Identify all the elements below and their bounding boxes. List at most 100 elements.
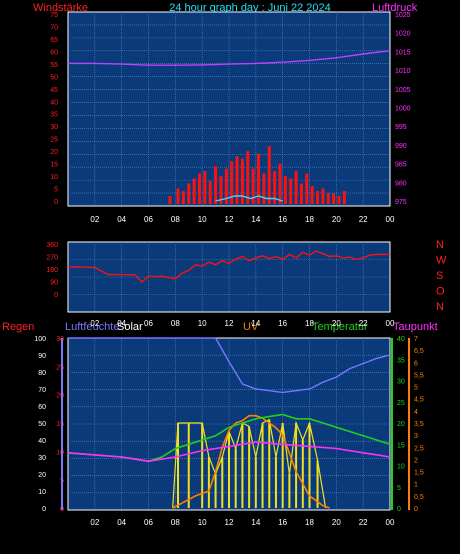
wind-bar — [208, 181, 212, 204]
temp-tick: 0 — [397, 506, 401, 513]
wind-bar — [316, 191, 320, 204]
humidity-line — [68, 337, 391, 394]
rain-tick: 25 — [56, 364, 64, 371]
solar-bar — [221, 457, 224, 508]
p1-left-tick: 75 — [50, 12, 58, 19]
compass-label: W — [436, 255, 447, 267]
wind-bar — [230, 161, 234, 204]
solar-bar — [301, 440, 304, 508]
humidity-tick: 100 — [34, 336, 46, 343]
p3-x-tick: 06 — [144, 518, 153, 527]
p1-right-tick: 1010 — [395, 68, 411, 75]
luftfeuchte-label: Luftfeuchte — [65, 321, 119, 333]
uv-tick: 4 — [414, 409, 418, 416]
p2-left-tick: 360 — [46, 242, 58, 249]
temp-tick: 20 — [397, 421, 405, 428]
solar-bar — [254, 457, 257, 508]
p1-left-tick: 70 — [50, 24, 58, 31]
wind-bar — [321, 188, 325, 204]
temperatur-label: Temperatur — [312, 321, 368, 333]
uv-tick: 6,5 — [414, 348, 424, 355]
p1-x-tick: 10 — [198, 215, 207, 224]
temp-tick: 10 — [397, 464, 405, 471]
wind-bar — [235, 156, 239, 204]
solar-bar — [281, 423, 284, 508]
wind-bar — [273, 171, 277, 204]
uv-tick: 1,5 — [414, 470, 424, 477]
wind-bar — [267, 146, 271, 204]
p2-left-tick: 180 — [46, 267, 58, 274]
uv-tick: 4,5 — [414, 397, 424, 404]
p1-left-tick: 20 — [50, 149, 58, 156]
p1-right-tick: 990 — [395, 143, 407, 150]
climate-panel: 0102030405060708090100051015202530051015… — [34, 336, 424, 527]
p1-left-tick: 40 — [50, 99, 58, 106]
humidity-tick: 10 — [38, 489, 46, 496]
compass-label: S — [436, 270, 443, 282]
solar-bar — [261, 423, 264, 508]
p3-x-tick: 20 — [332, 518, 341, 527]
compass-label: O — [436, 286, 445, 298]
rain-tick: 15 — [56, 421, 64, 428]
wind-bar — [262, 173, 266, 204]
p1-right-tick: 1000 — [395, 106, 411, 113]
wind-bar — [197, 173, 201, 204]
p2-x-tick: 04 — [117, 319, 126, 328]
uv-tick: 3,5 — [414, 421, 424, 428]
uv-tick: 0,5 — [414, 494, 424, 501]
rain-tick: 10 — [56, 449, 64, 456]
uv-tick: 6 — [414, 360, 418, 367]
p2-x-tick: 08 — [171, 319, 180, 328]
solar-bar — [187, 423, 190, 508]
p1-left-tick: 10 — [50, 174, 58, 181]
wind-bar — [251, 168, 255, 204]
p1-x-tick: 00 — [386, 215, 395, 224]
wind-bar — [181, 191, 185, 204]
solar-bar — [316, 460, 319, 508]
rain-tick: 20 — [56, 393, 64, 400]
wind-direction-line — [68, 250, 390, 284]
uv-tick: 2 — [414, 457, 418, 464]
uv-tick: 3 — [414, 433, 418, 440]
wind-bar — [283, 176, 287, 204]
wind-bar — [299, 183, 303, 204]
p2-x-tick: 22 — [359, 319, 368, 328]
p1-x-tick: 08 — [171, 215, 180, 224]
temperature-line — [67, 413, 391, 463]
wind-bar — [224, 168, 228, 204]
p1-right-tick: 1020 — [395, 31, 411, 38]
p2-x-tick: 18 — [305, 319, 314, 328]
solar-bar — [248, 426, 251, 508]
gust-line — [215, 195, 283, 202]
chart-title: 24 hour graph day : Juni 22 2024 — [169, 2, 330, 14]
p2-x-tick: 10 — [198, 319, 207, 328]
p1-x-tick: 14 — [251, 215, 260, 224]
p1-x-tick: 06 — [144, 215, 153, 224]
p1-x-tick: 04 — [117, 215, 126, 224]
humidity-tick: 50 — [38, 421, 46, 428]
humidity-tick: 40 — [38, 438, 46, 445]
wind-bar — [176, 188, 180, 204]
uv-tick: 5 — [414, 385, 418, 392]
temp-tick: 15 — [397, 442, 405, 449]
p1-left-tick: 25 — [50, 137, 58, 144]
p1-x-tick: 16 — [278, 215, 287, 224]
uv-tick: 1 — [414, 482, 418, 489]
solar-label: Solar — [117, 321, 143, 333]
p3-x-tick: 22 — [359, 518, 368, 527]
wind-bar — [342, 191, 346, 204]
solar-bar — [207, 457, 210, 508]
uv-tick: 5,5 — [414, 372, 424, 379]
p1-right-tick: 995 — [395, 124, 407, 131]
p1-x-tick: 02 — [90, 215, 99, 224]
p1-left-tick: 55 — [50, 62, 58, 69]
uv-tick: 2,5 — [414, 445, 424, 452]
wind-bar — [289, 178, 293, 204]
solar-bar — [234, 448, 237, 508]
temp-tick: 40 — [397, 336, 405, 343]
compass-label: N — [436, 239, 444, 251]
p2-x-tick: 20 — [332, 319, 341, 328]
uv-line — [172, 414, 330, 509]
p3-x-tick: 04 — [117, 518, 126, 527]
